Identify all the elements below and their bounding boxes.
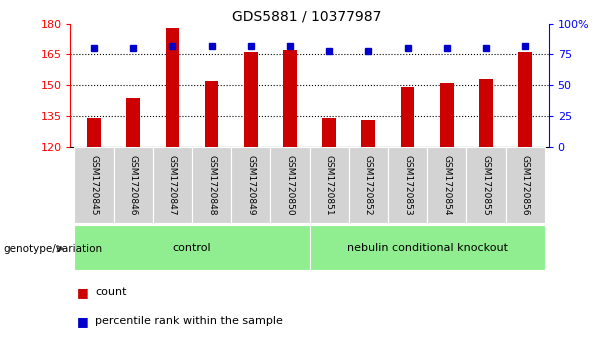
Bar xyxy=(192,147,231,223)
Bar xyxy=(283,50,297,147)
Bar xyxy=(205,81,218,147)
Bar xyxy=(87,118,101,147)
Text: GSM1720850: GSM1720850 xyxy=(286,155,294,216)
Text: GSM1720846: GSM1720846 xyxy=(129,155,138,215)
Text: percentile rank within the sample: percentile rank within the sample xyxy=(95,316,283,326)
Text: ■: ■ xyxy=(77,315,88,328)
Bar xyxy=(349,147,388,223)
Text: GDS5881 / 10377987: GDS5881 / 10377987 xyxy=(232,9,381,23)
Bar xyxy=(74,225,310,270)
Text: GSM1720847: GSM1720847 xyxy=(168,155,177,215)
Bar xyxy=(166,28,179,147)
Bar xyxy=(310,225,545,270)
Bar xyxy=(153,147,192,223)
Bar xyxy=(362,120,375,147)
Text: GSM1720849: GSM1720849 xyxy=(246,155,255,215)
Text: control: control xyxy=(173,243,211,253)
Text: GSM1720853: GSM1720853 xyxy=(403,155,412,216)
Text: GSM1720852: GSM1720852 xyxy=(364,155,373,215)
Text: GSM1720851: GSM1720851 xyxy=(325,155,333,216)
Bar xyxy=(244,52,257,147)
Bar xyxy=(322,118,336,147)
Bar xyxy=(427,147,466,223)
Bar xyxy=(401,87,414,147)
Bar xyxy=(466,147,506,223)
Text: GSM1720856: GSM1720856 xyxy=(520,155,530,216)
Text: GSM1720848: GSM1720848 xyxy=(207,155,216,215)
Text: nebulin conditional knockout: nebulin conditional knockout xyxy=(346,243,508,253)
Bar xyxy=(310,147,349,223)
Bar xyxy=(518,52,532,147)
Text: genotype/variation: genotype/variation xyxy=(3,244,102,254)
Text: ■: ■ xyxy=(77,286,88,299)
Bar xyxy=(231,147,270,223)
Text: count: count xyxy=(95,287,126,297)
Bar xyxy=(74,147,113,223)
Text: GSM1720845: GSM1720845 xyxy=(89,155,99,215)
Bar xyxy=(506,147,545,223)
Bar xyxy=(113,147,153,223)
Text: GSM1720855: GSM1720855 xyxy=(481,155,490,216)
Text: GSM1720854: GSM1720854 xyxy=(442,155,451,215)
Bar xyxy=(440,83,454,147)
Bar xyxy=(270,147,310,223)
Bar xyxy=(126,98,140,147)
Bar xyxy=(479,79,493,147)
Bar xyxy=(388,147,427,223)
